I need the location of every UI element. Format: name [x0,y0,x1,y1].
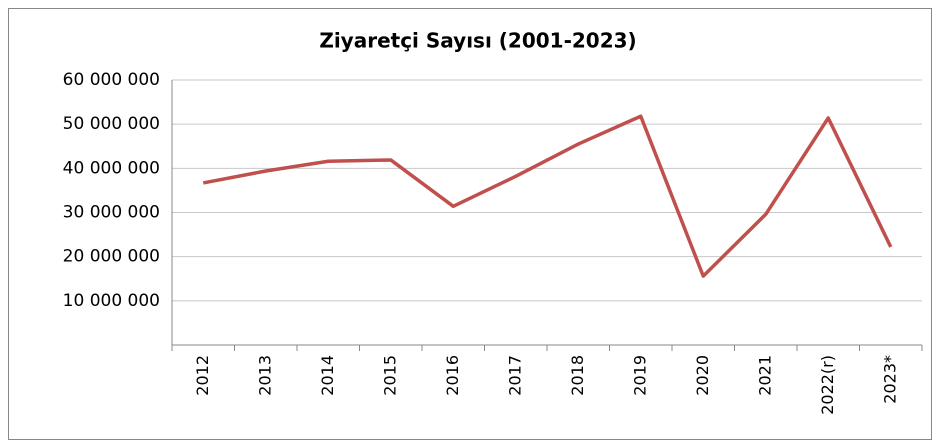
data-line [202,114,893,278]
chart-title: Ziyaretçi Sayısı (2001-2023) [319,29,636,53]
y-tick-label: 20 000 000 [63,247,160,267]
x-tick-label: 2023* [880,355,899,404]
x-tick-label: 2022(r) [818,355,837,415]
x-tick-label: 2019 [630,355,649,396]
x-tick-label: 2018 [568,355,587,396]
x-tick-label: 2016 [443,355,462,396]
x-tick-label: 2014 [318,355,337,396]
y-tick-label: 10 000 000 [63,291,160,311]
y-tick-label: 30 000 000 [63,203,160,223]
x-tick-label: 2015 [380,355,399,396]
x-tick-label: 2017 [505,355,524,396]
x-tick-label: 2020 [693,355,712,396]
y-tick-label: 40 000 000 [63,158,160,178]
y-tick-label: 60 000 000 [63,70,160,90]
x-tick-label: 2013 [255,355,274,396]
x-tick-label: 2012 [193,355,212,396]
x-tick-label: 2021 [755,355,774,396]
y-tick-label: 50 000 000 [63,114,160,134]
